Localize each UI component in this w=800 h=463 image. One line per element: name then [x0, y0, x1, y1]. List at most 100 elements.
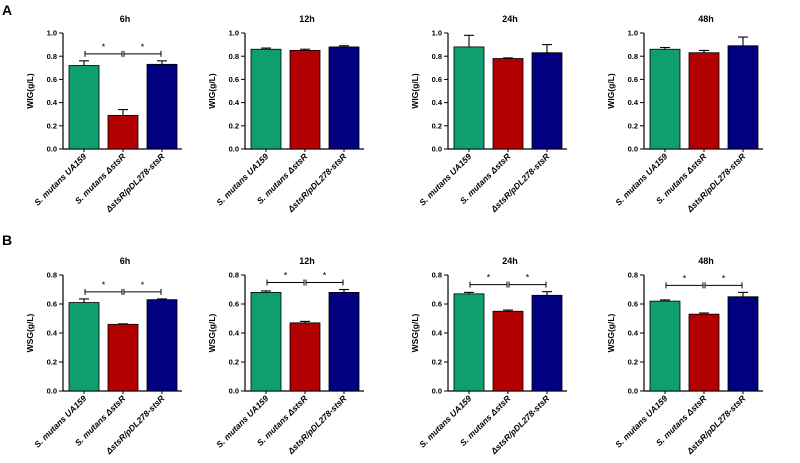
- chart-a-6h-bar-1: [68, 65, 100, 150]
- panel-label-a: A: [2, 2, 12, 18]
- chart-b-24h-y-tick-label: 0.4: [432, 329, 443, 338]
- chart-a-48h-bar-1: [649, 48, 681, 150]
- chart-b-6h-title: 6h: [120, 256, 131, 266]
- chart-b-48h-bar-1: [649, 300, 681, 392]
- chart-b-48h-bar-2: [688, 313, 720, 392]
- chart-a-6h-sig-star-2: *: [141, 42, 145, 52]
- chart-a-12h-y-tick-label: 0.6: [229, 75, 239, 84]
- chart-b-12h-sig-star-2: *: [323, 271, 327, 281]
- chart-b-48h-y-tick-label: 0.8: [628, 271, 638, 280]
- chart-a-48h-bar-2: [688, 52, 720, 150]
- chart-a-48h-title: 48h: [698, 14, 714, 24]
- chart-b-48h-bar-3: [727, 296, 759, 392]
- chart-a-24h-y-tick-label: 0.6: [432, 75, 442, 84]
- chart-a-6h-y-tick-label: 1.0: [47, 29, 57, 38]
- chart-b-6h-sig-star-1: *: [102, 280, 106, 290]
- chart-b-6h-y-tick-label: 0.4: [47, 329, 58, 338]
- chart-b-48h-y-tick-label: 0.0: [628, 387, 638, 396]
- chart-b-6h-y-tick-label: 0.2: [47, 358, 57, 367]
- chart-b-12h-y-tick-label: 0.4: [229, 329, 240, 338]
- chart-b-6h-y-axis-label: WSG(g/L): [25, 313, 35, 352]
- chart-b-6h-y-tick-label: 0.8: [47, 271, 57, 280]
- chart-a-6h-y-tick-label: 0.8: [47, 52, 57, 61]
- chart-b-24h-y-tick-label: 0.8: [432, 271, 442, 280]
- chart-b-12h-sig-star-1: *: [284, 271, 288, 281]
- chart-b-12h-bar-2: [289, 322, 321, 392]
- chart-a-24h-bar-3: [531, 52, 563, 150]
- chart-a-6h-y-tick-label: 0.4: [47, 98, 58, 107]
- chart-b-6h-y-tick-label: 0.6: [47, 300, 57, 309]
- chart-a-48h-y-tick-label: 1.0: [628, 29, 638, 38]
- chart-a-48h-bar-3: [727, 45, 759, 150]
- chart-a-12h-bar-3: [328, 46, 360, 150]
- chart-b-12h-y-tick-label: 0.8: [229, 271, 239, 280]
- chart-b-24h-bar-1: [453, 293, 485, 392]
- chart-a-12h-title: 12h: [299, 14, 315, 24]
- chart-a-24h-y-axis-label: WIG(g/L): [410, 73, 420, 109]
- chart-b-24h-y-tick-label: 0.6: [432, 300, 442, 309]
- chart-a-12h-y-tick-label: 0.2: [229, 121, 239, 130]
- chart-b-48h-y-tick-label: 0.4: [628, 329, 639, 338]
- chart-a-6h-sig-star-1: *: [102, 42, 106, 52]
- chart-b-6h-bar-1: [68, 302, 100, 392]
- chart-a-6h-bar-2: [107, 114, 139, 150]
- chart-b-12h-y-tick-label: 0.6: [229, 300, 239, 309]
- chart-a-48h-y-tick-label: 0.2: [628, 121, 638, 130]
- chart-b-12h-bar-3: [328, 291, 360, 392]
- chart-a-24h-y-tick-label: 1.0: [432, 29, 442, 38]
- chart-b-6h-y-tick-label: 0.0: [47, 387, 57, 396]
- chart-a-12h-y-tick-label: 0.0: [229, 145, 239, 154]
- chart-a-12h-y-tick-label: 1.0: [229, 29, 239, 38]
- chart-b-6h-bar-3: [146, 299, 178, 392]
- chart-b-24h-title: 24h: [502, 256, 518, 266]
- chart-b-48h-sig-star-2: *: [722, 273, 726, 283]
- chart-a-6h-y-tick-label: 0.6: [47, 75, 57, 84]
- chart-a-48h-y-tick-label: 0.0: [628, 145, 638, 154]
- chart-a-24h-y-tick-label: 0.8: [432, 52, 442, 61]
- chart-b-6h-sig-star-2: *: [141, 280, 145, 290]
- chart-b-48h-y-axis-label: WSG(g/L): [606, 313, 616, 352]
- chart-b-48h-y-tick-label: 0.2: [628, 358, 638, 367]
- chart-a-48h-y-axis-label: WIG(g/L): [606, 73, 616, 109]
- chart-b-24h-sig-star-2: *: [526, 273, 530, 283]
- chart-a-6h-y-tick-label: 0.0: [47, 145, 57, 154]
- chart-a-24h-y-tick-label: 0.2: [432, 121, 442, 130]
- chart-a-12h-y-tick-label: 0.8: [229, 52, 239, 61]
- chart-b-24h-y-tick-label: 0.0: [432, 387, 442, 396]
- chart-b-12h-y-tick-label: 0.0: [229, 387, 239, 396]
- chart-a-6h-y-tick-label: 0.2: [47, 121, 57, 130]
- chart-a-6h-title: 6h: [120, 14, 131, 24]
- chart-a-12h-bar-1: [250, 48, 282, 150]
- chart-a-12h-y-axis-label: WIG(g/L): [207, 73, 217, 109]
- chart-a-6h-y-axis-label: WIG(g/L): [25, 73, 35, 109]
- chart-a-48h-y-tick-label: 0.6: [628, 75, 638, 84]
- chart-a-24h-title: 24h: [502, 14, 518, 24]
- chart-a-24h-y-tick-label: 0.4: [432, 98, 443, 107]
- chart-b-6h-bar-2: [107, 323, 139, 392]
- chart-a-48h-y-tick-label: 0.4: [628, 98, 639, 107]
- chart-b-48h-y-tick-label: 0.6: [628, 300, 638, 309]
- chart-b-24h-sig-star-1: *: [487, 273, 491, 283]
- chart-b-48h-sig-star-1: *: [683, 273, 687, 283]
- chart-a-24h-bar-1: [453, 46, 485, 150]
- chart-a-24h-bar-2: [492, 58, 524, 150]
- chart-b-24h-y-tick-label: 0.2: [432, 358, 442, 367]
- panel-label-b: B: [2, 232, 12, 248]
- chart-b-24h-y-axis-label: WSG(g/L): [410, 313, 420, 352]
- chart-a-24h-y-tick-label: 0.0: [432, 145, 442, 154]
- chart-a-12h-bar-2: [289, 50, 321, 150]
- chart-a-12h-y-tick-label: 0.4: [229, 98, 240, 107]
- chart-b-24h-bar-2: [492, 310, 524, 392]
- chart-b-12h-y-axis-label: WSG(g/L): [207, 313, 217, 352]
- chart-b-48h-title: 48h: [698, 256, 714, 266]
